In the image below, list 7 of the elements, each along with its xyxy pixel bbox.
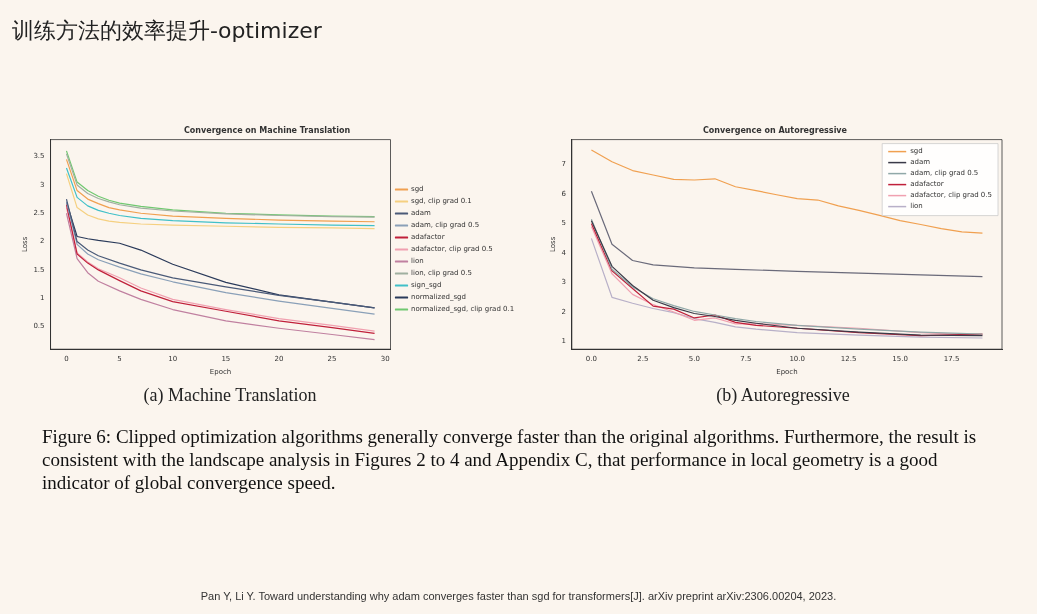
chart-title: Convergence on Autoregressive bbox=[702, 125, 848, 135]
text: 训练方法的效率提升-optimizer bbox=[12, 17, 322, 45]
caption: Figure 6: Clipped optimization algorithms generally converge faster than the original algorithms. Furthermore, the result is consistent with the landscape analysis in Figures 2 to 4 and Appendix C, that performance in local geometry is a good indicator of global convergence speed. bbox=[42, 425, 978, 494]
text: Pan Y, Li Y. Toward understanding why adam converges faster than sgd for transformers[J]. arXiv preprint arXiv:2306.00204, 2023. bbox=[199, 590, 838, 602]
text: (b) Autoregressive bbox=[715, 385, 851, 406]
text: (a) Machine Translation bbox=[142, 385, 318, 406]
chart-title: Convergence on Machine Translation bbox=[183, 125, 351, 135]
